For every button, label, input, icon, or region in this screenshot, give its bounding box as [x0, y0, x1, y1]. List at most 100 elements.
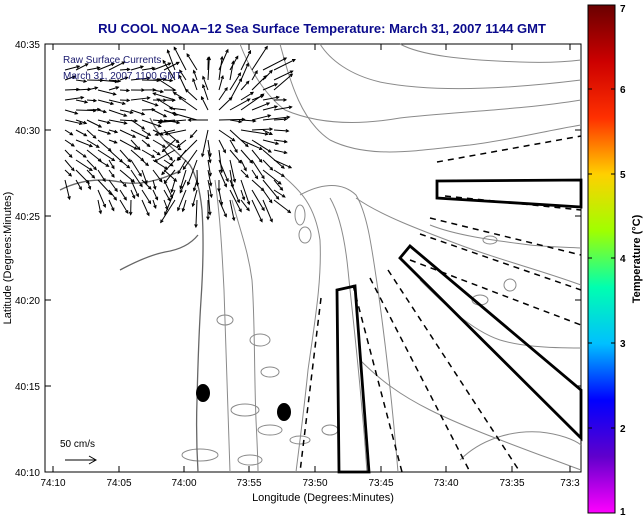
depth-contour [299, 185, 399, 473]
current-arrow [86, 129, 97, 139]
x-tick-label: 74:00 [171, 478, 196, 489]
current-arrow [240, 189, 246, 201]
current-arrow [86, 119, 103, 128]
current-arrow [152, 179, 157, 191]
current-arrow [240, 62, 249, 81]
current-arrow [273, 129, 290, 133]
river-inlet [119, 234, 199, 271]
currents-date-label: March 31, 2007 1100 GMT [63, 71, 182, 82]
depth-contour [319, 43, 582, 90]
current-arrow [75, 99, 89, 104]
current-arrow [119, 189, 127, 201]
sampling-line [409, 259, 582, 326]
current-arrow [141, 189, 152, 205]
current-arrow [97, 89, 117, 96]
current-arrow [251, 127, 274, 131]
current-arrow [240, 80, 250, 91]
current-arrow [154, 129, 176, 137]
current-arrow [141, 159, 150, 167]
current-arrow [262, 129, 273, 135]
current-arrow [273, 189, 286, 198]
current-arrow [86, 179, 92, 191]
current-arrow [229, 60, 235, 81]
current-arrow [273, 59, 296, 71]
y-tick-label: 40:30 [15, 126, 40, 137]
current-arrow [177, 159, 187, 175]
current-arrow [262, 105, 279, 111]
x-tick-label: 73:45 [368, 478, 393, 489]
current-arrow [152, 169, 163, 183]
contour-blob [181, 448, 219, 462]
current-arrow [207, 169, 213, 187]
current-arrow [97, 189, 106, 208]
current-arrow [152, 189, 159, 201]
current-arrow [251, 94, 265, 101]
scale-label: 50 cm/s [60, 439, 95, 450]
current-arrow [86, 86, 99, 91]
current-arrow [161, 159, 176, 176]
x-tick-label: 74:05 [106, 478, 131, 489]
current-arrow [141, 119, 162, 128]
current-arrow [201, 83, 209, 101]
current-arrow [119, 88, 131, 93]
current-arrow [64, 119, 84, 126]
current-arrow [206, 199, 210, 221]
current-arrow [229, 179, 240, 204]
current-arrow [64, 149, 73, 158]
current-arrow [130, 119, 146, 130]
current-arrow [130, 109, 146, 116]
current-arrow [108, 109, 128, 117]
current-arrow [86, 139, 100, 148]
current-arrow [97, 62, 115, 71]
current-arrow [130, 169, 143, 188]
colorbar-label: Temperature (°C) [631, 214, 643, 303]
current-arrow [192, 179, 198, 192]
current-arrow [218, 129, 236, 142]
current-arrow [273, 179, 284, 191]
map-plot-area: Raw Surface Currents March 31, 2007 1100… [44, 43, 583, 474]
depth-contour [239, 43, 582, 123]
current-arrow [251, 199, 263, 223]
x-tick-label: 73:35 [499, 478, 524, 489]
current-arrow [97, 199, 103, 215]
current-arrow [262, 189, 273, 204]
current-arrow [202, 75, 209, 91]
current-arrow [251, 149, 263, 163]
current-arrow [262, 83, 279, 91]
current-arrow [75, 149, 87, 158]
current-arrow [130, 139, 141, 151]
plot-frame [44, 43, 582, 473]
colorbar-ticks: 7 6 5 4 3 2 1 [588, 4, 626, 518]
current-arrow [163, 149, 173, 161]
current-arrow [163, 169, 176, 185]
colorbar-gradient [587, 4, 616, 514]
current-arrow [195, 169, 200, 187]
current-arrow [192, 69, 198, 81]
current-arrow [186, 159, 198, 186]
current-arrow [207, 56, 212, 81]
current-arrow [207, 189, 212, 216]
current-arrow [218, 149, 224, 174]
current-arrow [262, 57, 288, 71]
x-axis-label: Longitude (Degrees:Minutes) [252, 492, 394, 504]
current-arrow [108, 159, 115, 170]
current-arrow [177, 189, 187, 212]
current-arrow [273, 159, 293, 169]
current-arrow [273, 117, 288, 122]
current-arrow [119, 129, 137, 138]
current-arrow [163, 139, 182, 151]
current-arrow [172, 91, 187, 101]
current-arrow [262, 95, 280, 101]
current-arrow [273, 199, 292, 214]
contour-blob [230, 403, 260, 417]
buoy-marker [277, 403, 291, 421]
transect-box [435, 178, 583, 209]
current-arrow [64, 129, 74, 136]
current-arrow [166, 49, 176, 71]
current-arrow [64, 109, 79, 115]
current-arrow [240, 49, 252, 71]
current-arrow [229, 149, 242, 164]
current-arrow [108, 61, 126, 71]
depth-contour [429, 224, 582, 249]
